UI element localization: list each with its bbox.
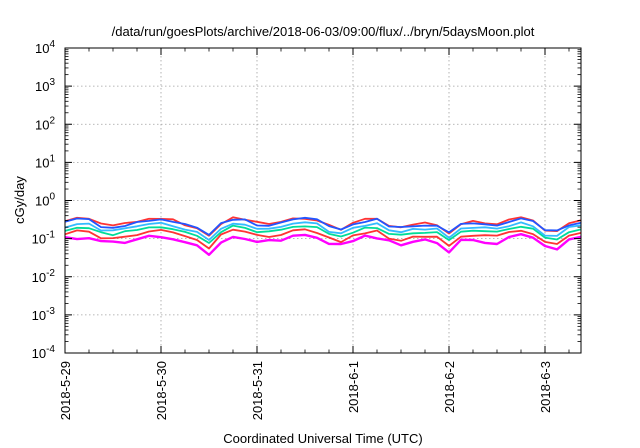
series-group bbox=[64, 216, 582, 256]
x-tick-label: 2018-6-2 bbox=[442, 361, 457, 413]
x-tick-label: 2018-5-30 bbox=[154, 361, 169, 420]
y-tick-label: 10-2 bbox=[32, 268, 56, 285]
x-axis: 2018-5-29 2018-5-30 2018-5-31 2018-6-1 2018-… bbox=[58, 48, 570, 420]
y-axis-label: cGy/day bbox=[12, 176, 27, 224]
series-line bbox=[64, 216, 582, 236]
x-tick-label: 2018-5-29 bbox=[58, 361, 73, 420]
y-axis: 10-4 10-3 10-2 10-1 100 101 102 103 104 bbox=[32, 39, 581, 361]
series-line bbox=[64, 233, 582, 256]
series-line bbox=[64, 221, 582, 241]
x-tick-label: 2018-5-31 bbox=[250, 361, 265, 420]
y-tick-label: 10-3 bbox=[32, 306, 56, 323]
x-axis-label: Coordinated Universal Time (UTC) bbox=[223, 431, 422, 446]
x-tick-label: 2018-6-3 bbox=[538, 361, 553, 413]
series-line bbox=[64, 228, 582, 250]
y-tick-label: 101 bbox=[35, 153, 55, 170]
y-tick-label: 102 bbox=[35, 115, 55, 132]
x-tick-label: 2018-6-1 bbox=[346, 361, 361, 413]
chart-title: /data/run/goesPlots/archive/2018-06-03/0… bbox=[112, 24, 535, 39]
series-line bbox=[64, 224, 582, 244]
y-tick-label: 103 bbox=[35, 77, 55, 94]
y-tick-label: 104 bbox=[35, 39, 55, 56]
y-tick-label: 10-4 bbox=[32, 344, 56, 361]
y-tick-label: 10-1 bbox=[32, 230, 56, 247]
y-tick-label: 100 bbox=[35, 192, 55, 209]
grid bbox=[65, 48, 581, 353]
